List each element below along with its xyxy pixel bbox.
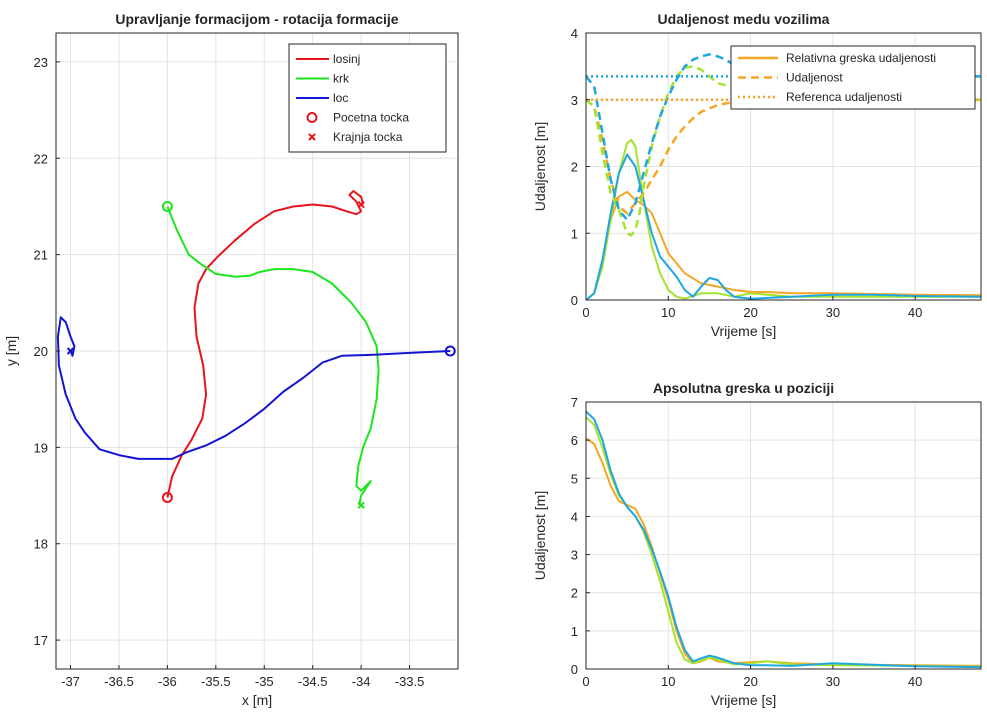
series-line-0 bbox=[586, 190, 981, 300]
x-tick-label: 20 bbox=[743, 305, 757, 320]
x-tick-label: 40 bbox=[908, 674, 922, 689]
y-tick-label: 4 bbox=[571, 26, 578, 41]
legend-swatch-end bbox=[308, 133, 316, 141]
x-axis-label: Vrijeme [s] bbox=[711, 323, 777, 339]
legend-label: Udaljenost bbox=[786, 71, 843, 85]
series-group bbox=[586, 410, 981, 669]
y-tick-label: 0 bbox=[571, 662, 578, 677]
legend-label: Referenca udaljenosti bbox=[786, 90, 902, 104]
y-tick-label: 4 bbox=[571, 509, 578, 524]
chart-title: Apsolutna greska u poziciji bbox=[653, 380, 834, 396]
x-axis-label: x [m] bbox=[242, 692, 272, 708]
y-tick-label: 0 bbox=[571, 293, 578, 308]
chart-absolute-position-error: 0 10 20 30 40 0 1 2 3 4 5 6 7 Apsolutna greska u pozi… bbox=[532, 380, 982, 708]
x-tick-label: -35.5 bbox=[201, 674, 231, 689]
x-tick-label: 20 bbox=[743, 674, 757, 689]
y-tick-label: 1 bbox=[571, 624, 578, 639]
y-tick-label: 21 bbox=[34, 248, 48, 263]
y-tick-label: 23 bbox=[34, 55, 48, 70]
x-axis-label: Vrijeme [s] bbox=[711, 692, 777, 708]
axes-box bbox=[585, 401, 982, 670]
end-marker-2 bbox=[66, 347, 75, 355]
legend-label: loc bbox=[333, 91, 348, 105]
legend-label: losinj bbox=[333, 52, 360, 66]
chart-title: Udaljenost medu vozilima bbox=[658, 11, 830, 27]
legend: losinj krk loc Pocetna tocka Krajnja tocka bbox=[288, 43, 447, 153]
end-marker-1 bbox=[357, 501, 365, 509]
y-axis-label: Udaljenost [m] bbox=[532, 491, 548, 580]
x-tick-label: -36 bbox=[158, 674, 177, 689]
legend-label: Pocetna tocka bbox=[333, 111, 409, 125]
series-line-2 bbox=[56, 316, 451, 460]
start-marker-0 bbox=[161, 491, 173, 503]
x-tick-label: 0 bbox=[582, 305, 589, 320]
series-line-2 bbox=[586, 410, 981, 669]
start-marker-2 bbox=[444, 345, 456, 357]
y-tick-label: 6 bbox=[571, 433, 578, 448]
x-tick-label: 30 bbox=[826, 674, 840, 689]
legend-label: Relativna greska udaljenosti bbox=[786, 51, 936, 65]
y-tick-label: 5 bbox=[571, 471, 578, 486]
legend-label: Krajnja tocka bbox=[333, 130, 403, 144]
y-tick-label: 22 bbox=[34, 151, 48, 166]
x-tick-label: 10 bbox=[661, 305, 675, 320]
y-tick-label: 2 bbox=[571, 586, 578, 601]
y-axis-label: y [m] bbox=[3, 336, 19, 366]
y-tick-label: 2 bbox=[571, 160, 578, 175]
y-axis-label: Udaljenost [m] bbox=[532, 122, 548, 211]
x-tick-label: 30 bbox=[826, 305, 840, 320]
x-tick-label: 40 bbox=[908, 305, 922, 320]
chart-inter-vehicle-distance: 0 10 20 30 40 0 1 2 3 4 Udaljenost medu vozilima Vr… bbox=[532, 11, 982, 339]
x-tick-label: -37 bbox=[61, 674, 80, 689]
x-tick-label: -34 bbox=[352, 674, 371, 689]
y-tick-label: 7 bbox=[571, 395, 578, 410]
chart-trajectories: -37 -36.5 -36 -35.5 -35 -34.5 -34 -33.5 17 18 19 20… bbox=[3, 11, 459, 708]
x-tick-label: -36.5 bbox=[104, 674, 134, 689]
legend-swatch-start bbox=[306, 112, 318, 123]
y-tick-label: 20 bbox=[34, 344, 48, 359]
start-marker-1 bbox=[161, 200, 173, 212]
y-tick-label: 17 bbox=[34, 633, 48, 648]
legend-label: krk bbox=[333, 72, 350, 86]
x-tick-label: -33.5 bbox=[395, 674, 425, 689]
y-tick-label: 18 bbox=[34, 537, 48, 552]
y-tick-label: 3 bbox=[571, 93, 578, 108]
x-tick-label: 10 bbox=[661, 674, 675, 689]
y-tick-label: 19 bbox=[34, 440, 48, 455]
chart-title: Upravljanje formacijom - rotacija formac… bbox=[115, 11, 398, 27]
x-tick-label: 0 bbox=[582, 674, 589, 689]
x-tick-label: -34.5 bbox=[298, 674, 328, 689]
end-marker-0 bbox=[357, 200, 365, 209]
series-line-2 bbox=[586, 153, 981, 300]
series-line-0 bbox=[166, 190, 365, 498]
series-line-1 bbox=[166, 206, 380, 506]
x-tick-label: -35 bbox=[255, 674, 274, 689]
y-tick-label: 1 bbox=[571, 226, 578, 241]
series-group bbox=[56, 190, 456, 509]
y-tick-label: 3 bbox=[571, 548, 578, 563]
legend: Relativna greska udaljenosti Udaljenost Re… bbox=[730, 45, 976, 110]
